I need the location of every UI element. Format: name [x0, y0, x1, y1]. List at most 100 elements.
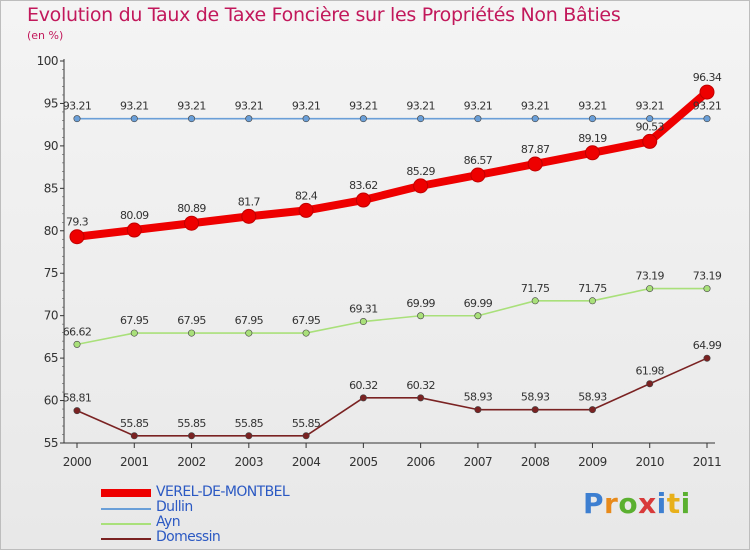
data-label: 96.34 — [693, 71, 722, 84]
data-label: 73.19 — [635, 270, 664, 283]
data-point — [184, 215, 200, 231]
data-label: 90.53 — [635, 120, 664, 133]
x-tick-label: 2006 — [406, 455, 435, 469]
x-tick-label: 2005 — [349, 455, 378, 469]
chart-title: Evolution du Taux de Taxe Foncière sur l… — [27, 4, 621, 26]
data-point — [703, 285, 711, 293]
data-point — [69, 229, 85, 245]
x-tick-label: 2010 — [635, 455, 664, 469]
x-tick-label: 2000 — [63, 455, 92, 469]
y-tick-label: 95 — [44, 96, 58, 110]
data-label: 69.99 — [464, 297, 493, 310]
data-label: 86.57 — [464, 154, 493, 167]
data-point — [73, 340, 81, 348]
data-point — [245, 432, 253, 440]
y-tick-label: 75 — [44, 266, 58, 280]
data-point — [130, 329, 138, 337]
data-label: 80.89 — [177, 202, 206, 215]
data-point — [703, 354, 711, 362]
y-tick-label: 65 — [44, 351, 58, 365]
logo-letter: i — [656, 487, 667, 520]
data-point — [527, 156, 543, 172]
data-point — [646, 285, 654, 293]
data-label: 93.21 — [635, 100, 664, 113]
data-label: 71.75 — [521, 282, 550, 295]
data-point — [531, 406, 539, 414]
data-label: 69.99 — [406, 297, 435, 310]
x-tick-label: 2002 — [177, 455, 206, 469]
x-tick-label: 2009 — [578, 455, 607, 469]
logo-letter: x — [638, 487, 657, 520]
data-label: 58.93 — [464, 391, 493, 404]
legend-swatch — [101, 489, 151, 497]
data-point — [642, 133, 658, 149]
data-point — [646, 115, 654, 123]
data-label: 58.81 — [63, 392, 92, 405]
data-label: 93.21 — [120, 100, 149, 113]
x-tick-label: 2011 — [693, 455, 722, 469]
data-label: 93.21 — [349, 100, 378, 113]
data-point — [699, 84, 715, 100]
data-point — [531, 297, 539, 305]
y-tick-label: 85 — [44, 181, 58, 195]
data-point — [584, 145, 600, 161]
data-label: 79.3 — [66, 216, 89, 229]
x-tick-label: 2003 — [235, 455, 264, 469]
logo-letter: P — [583, 487, 605, 520]
data-label: 93.21 — [177, 100, 206, 113]
data-label: 69.31 — [349, 303, 378, 316]
y-tick-label: 60 — [44, 394, 58, 408]
data-point — [245, 329, 253, 337]
legend-swatch — [101, 508, 151, 510]
y-tick-label: 100 — [37, 54, 58, 68]
data-point — [703, 115, 711, 123]
data-point — [188, 115, 196, 123]
y-tick-label: 90 — [44, 139, 58, 153]
data-point — [474, 115, 482, 123]
data-point — [188, 329, 196, 337]
data-label: 55.85 — [292, 417, 321, 430]
data-point — [359, 115, 367, 123]
data-point — [474, 312, 482, 320]
data-point — [470, 167, 486, 183]
legend-label: Domessin — [156, 529, 221, 545]
series-line-domessin — [76, 357, 708, 437]
data-point — [302, 115, 310, 123]
legend-swatch — [101, 523, 151, 525]
data-label: 93.21 — [292, 100, 321, 113]
logo-letter: i — [680, 487, 691, 520]
data-point — [126, 222, 142, 238]
legend-label: VEREL-DE-MONTBEL — [156, 484, 290, 500]
data-label: 61.98 — [635, 365, 664, 378]
data-label: 93.21 — [521, 100, 550, 113]
data-label: 82.4 — [295, 189, 318, 202]
data-point — [245, 115, 253, 123]
data-label: 55.85 — [177, 417, 206, 430]
x-tick-label: 2008 — [521, 455, 550, 469]
data-label: 83.62 — [349, 179, 378, 192]
data-point — [588, 406, 596, 414]
data-label: 67.95 — [177, 314, 206, 327]
y-tick-label: 55 — [44, 436, 58, 450]
data-point — [474, 406, 482, 414]
y-tick-label: 80 — [44, 224, 58, 238]
data-label: 85.29 — [406, 165, 435, 178]
data-label: 93.21 — [63, 100, 92, 113]
data-point — [359, 318, 367, 326]
data-label: 93.21 — [235, 100, 264, 113]
data-point — [302, 432, 310, 440]
data-point — [355, 192, 371, 208]
data-point — [417, 115, 425, 123]
data-point — [359, 394, 367, 402]
data-label: 71.75 — [578, 282, 607, 295]
data-label: 67.95 — [120, 314, 149, 327]
data-label: 55.85 — [120, 417, 149, 430]
data-point — [130, 432, 138, 440]
series-line-ayn — [76, 287, 708, 346]
data-label: 55.85 — [235, 417, 264, 430]
data-label: 93.21 — [578, 100, 607, 113]
data-point — [588, 297, 596, 305]
data-label: 81.7 — [238, 195, 261, 208]
